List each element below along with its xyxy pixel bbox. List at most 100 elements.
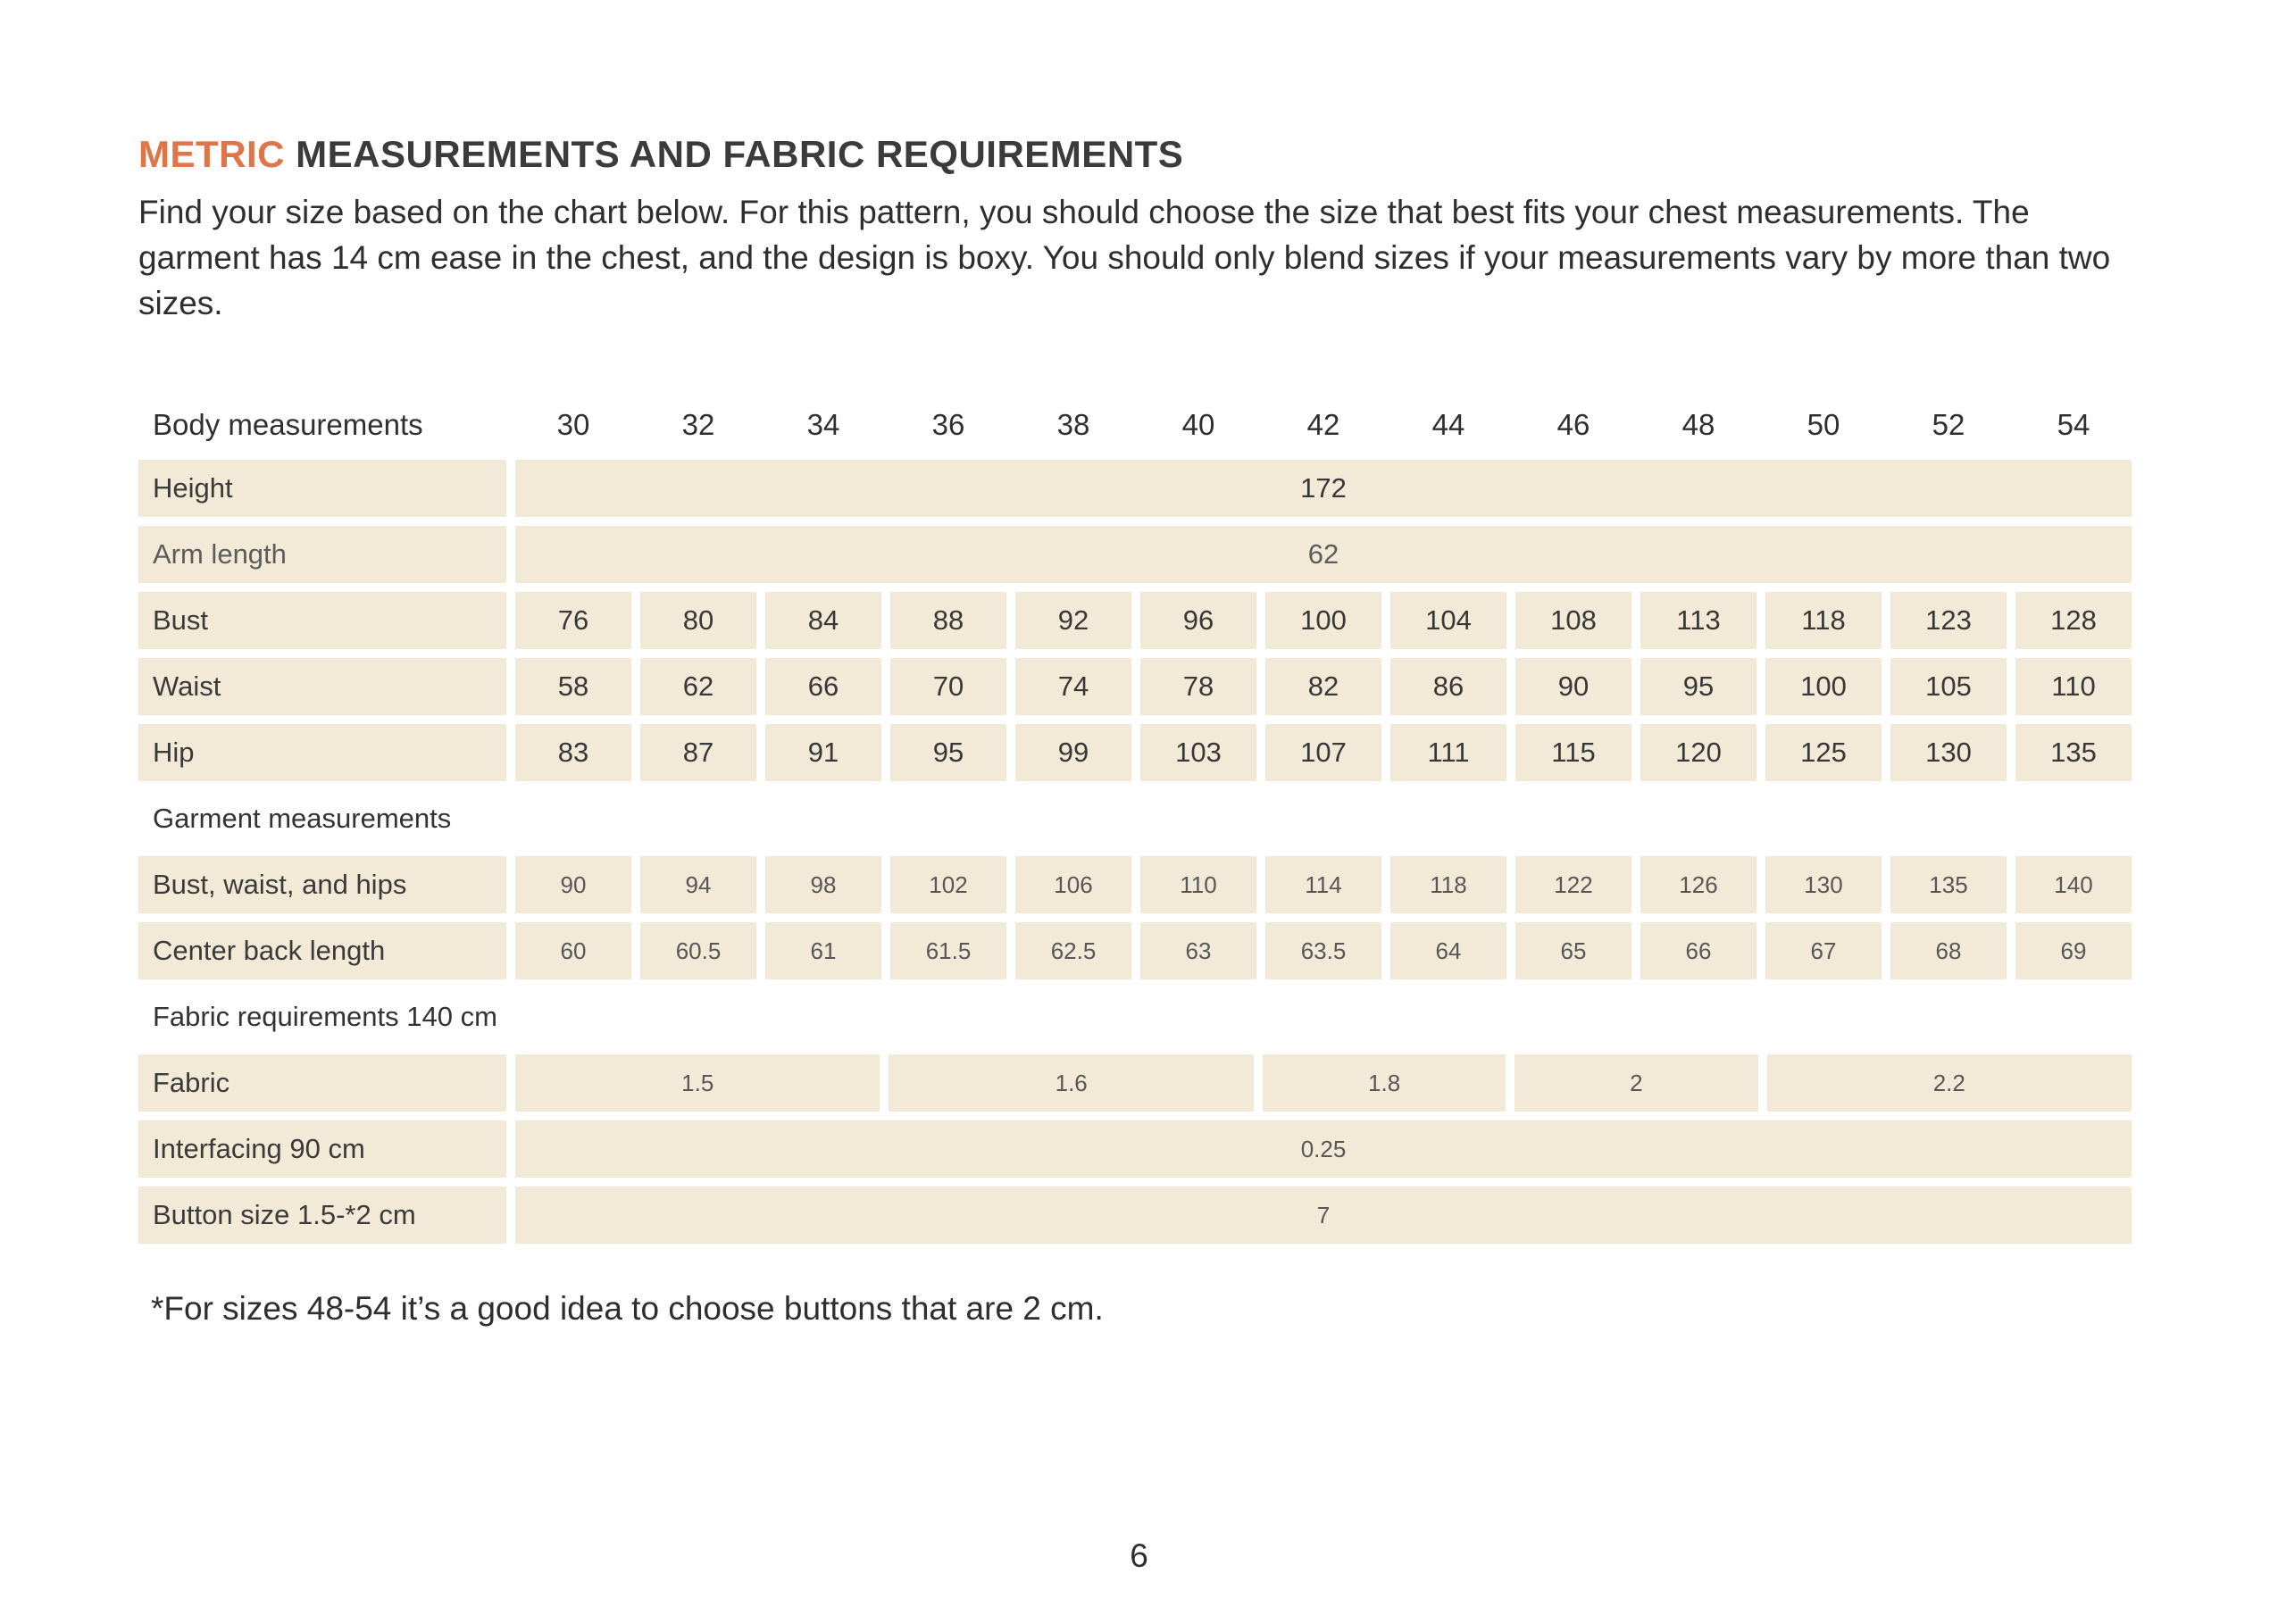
- size-column-header: 44: [1431, 408, 1465, 442]
- row-values: 172: [515, 460, 2132, 518]
- value-cell: 66: [1640, 922, 1756, 980]
- value-cell: 126: [1640, 856, 1756, 914]
- value-cell: 125: [1765, 724, 1882, 782]
- value-cell: 64: [1390, 922, 1506, 980]
- value-cell: 62: [640, 658, 756, 716]
- value-cell: 61.5: [890, 922, 1006, 980]
- row-label: Arm length: [138, 526, 506, 584]
- row-values: 60 60.5 61 61.5 62.5 63 63.5 64 65 66 67 68 69: [515, 922, 2132, 980]
- row-values: 1.5 1.6 1.8 2 2.2: [515, 1054, 2132, 1112]
- value-cell: 128: [2015, 592, 2132, 650]
- value-cell: 92: [1015, 592, 1131, 650]
- value-cell: 100: [1765, 658, 1882, 716]
- table-header-label: Body measurements: [153, 408, 423, 442]
- page-title: METRIC MEASUREMENTS AND FABRIC REQUIREME…: [138, 133, 2278, 175]
- value-cell: 98: [765, 856, 881, 914]
- value-cell: 80: [640, 592, 756, 650]
- value-cell: 102: [890, 856, 1006, 914]
- value-cell: 58: [515, 658, 631, 716]
- row-label: Button size 1.5-*2 cm: [138, 1187, 506, 1245]
- value-cell: 103: [1140, 724, 1256, 782]
- value-cell: 69: [2015, 922, 2132, 980]
- value-cell: 110: [1140, 856, 1256, 914]
- page-title-accent: METRIC: [138, 133, 285, 175]
- size-column-header: 48: [1681, 408, 1715, 442]
- value-cell: 87: [640, 724, 756, 782]
- value-cell: 115: [1515, 724, 1631, 782]
- size-column-header: 40: [1181, 408, 1215, 442]
- row-label: Hip: [138, 724, 506, 782]
- value-cell-span: 172: [515, 460, 2132, 518]
- footnote: *For sizes 48-54 it’s a good idea to cho…: [151, 1290, 1104, 1328]
- value-cell: 84: [765, 592, 881, 650]
- size-column-header: 50: [1807, 408, 1840, 442]
- value-cell: 63.5: [1265, 922, 1381, 980]
- size-column-header: 30: [556, 408, 590, 442]
- row-label: Bust, waist, and hips: [138, 856, 506, 914]
- value-cell-group: 1.6: [889, 1054, 1254, 1112]
- value-cell: 135: [1890, 856, 2007, 914]
- value-cell: 99: [1015, 724, 1131, 782]
- value-cell: 88: [890, 592, 1006, 650]
- size-column-header: 54: [2057, 408, 2090, 442]
- row-label: Waist: [138, 658, 506, 716]
- table-row: Bust 76 80 84 88 92 96 100 104 108 113 118 123 128: [138, 592, 2132, 650]
- value-cell: 105: [1890, 658, 2007, 716]
- row-values: 76 80 84 88 92 96 100 104 108 113 118 123 128: [515, 592, 2132, 650]
- row-label: Fabric: [138, 1054, 506, 1112]
- value-cell-group: 2.2: [1766, 1054, 2132, 1112]
- value-cell: 122: [1515, 856, 1631, 914]
- document-page: METRIC MEASUREMENTS AND FABRIC REQUIREME…: [138, 133, 2278, 1328]
- value-cell: 60: [515, 922, 631, 980]
- value-cell: 66: [765, 658, 881, 716]
- page-title-rest: MEASUREMENTS AND FABRIC REQUIREMENTS: [285, 133, 1184, 175]
- table-header-row: Body measurements 30 32 34 36 38 40 42 44 46 48 50 5…: [138, 401, 2132, 449]
- size-column-header: 52: [1932, 408, 1965, 442]
- page-number: 6: [1130, 1537, 1148, 1574]
- size-column-header: 38: [1056, 408, 1090, 442]
- value-cell: 123: [1890, 592, 2007, 650]
- value-cell: 100: [1265, 592, 1381, 650]
- value-cell: 110: [2015, 658, 2132, 716]
- value-cell: 114: [1265, 856, 1381, 914]
- value-cell: 91: [765, 724, 881, 782]
- value-cell: 104: [1390, 592, 1506, 650]
- value-cell: 65: [1515, 922, 1631, 980]
- value-cell-span: 7: [515, 1187, 2132, 1245]
- value-cell: 130: [1765, 856, 1882, 914]
- value-cell: 96: [1140, 592, 1256, 650]
- value-cell: 108: [1515, 592, 1631, 650]
- value-cell-group: 1.5: [515, 1054, 880, 1112]
- row-label: Center back length: [138, 922, 506, 980]
- value-cell: 140: [2015, 856, 2132, 914]
- table-row: Arm length 62: [138, 526, 2132, 584]
- value-cell: 95: [1640, 658, 1756, 716]
- table-row: Center back length 60 60.5 61 61.5 62.5 63 63.5…: [138, 922, 2132, 980]
- size-header-cells: 30 32 34 36 38 40 42 44 46 48 50 52 54: [515, 401, 2132, 449]
- value-cell: 106: [1015, 856, 1131, 914]
- row-label: Interfacing 90 cm: [138, 1120, 506, 1178]
- value-cell: 113: [1640, 592, 1756, 650]
- row-label: Height: [138, 460, 506, 518]
- table-row: Bust, waist, and hips 90 94 98 102 106 110 114 1…: [138, 856, 2132, 914]
- row-values: 90 94 98 102 106 110 114 118 122 126 130 135 140: [515, 856, 2132, 914]
- value-cell: 60.5: [640, 922, 756, 980]
- value-cell: 68: [1890, 922, 2007, 980]
- row-values: 0.25: [515, 1120, 2132, 1178]
- value-cell: 90: [515, 856, 631, 914]
- size-column-header: 32: [681, 408, 715, 442]
- value-cell: 62.5: [1015, 922, 1131, 980]
- value-cell: 118: [1765, 592, 1882, 650]
- row-values: 83 87 91 95 99 103 107 111 115 120 125 130 135: [515, 724, 2132, 782]
- value-cell: 86: [1390, 658, 1506, 716]
- value-cell-group: 2: [1514, 1054, 1758, 1112]
- size-column-header: 46: [1556, 408, 1590, 442]
- value-cell: 74: [1015, 658, 1131, 716]
- section-heading: Garment measurements: [153, 803, 452, 835]
- row-label: Bust: [138, 592, 506, 650]
- row-values: 62: [515, 526, 2132, 584]
- table-row: Button size 1.5-*2 cm 7: [138, 1187, 2132, 1245]
- value-cell: 111: [1390, 724, 1506, 782]
- value-cell: 95: [890, 724, 1006, 782]
- value-cell-span: 62: [515, 526, 2132, 584]
